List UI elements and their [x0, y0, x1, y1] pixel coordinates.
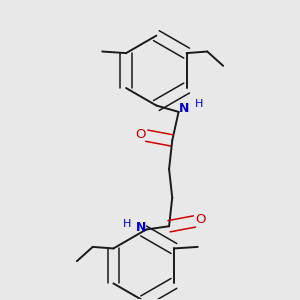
Text: O: O	[196, 213, 206, 226]
Text: N: N	[136, 221, 146, 234]
Text: H: H	[195, 99, 203, 109]
Text: O: O	[135, 128, 146, 141]
Text: N: N	[179, 102, 190, 115]
Text: H: H	[123, 219, 131, 229]
